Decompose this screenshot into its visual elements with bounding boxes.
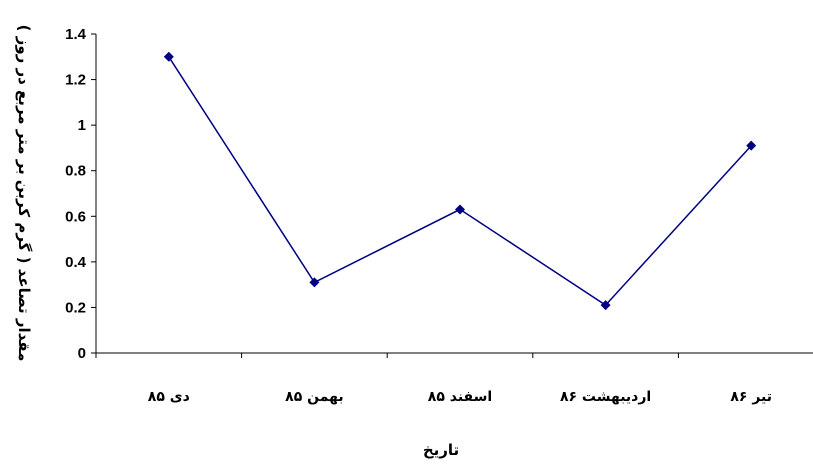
data-point-marker [746,140,757,151]
x-tick-label: دی ۸۵ [148,389,190,405]
data-point-marker [600,300,611,311]
y-tick-label: 0.4 [65,254,87,271]
y-tick-label: 0 [78,345,86,362]
y-tick-label: 1.2 [65,72,86,89]
y-tick-label: 0.6 [65,208,86,225]
data-point-marker [455,204,465,215]
series-line [168,56,752,307]
x-axis: دی ۸۵ بهمن ۸۵ اسفند ۸۵ اردیبهشت ۸۶ تیر ۸۶ [95,352,813,405]
x-tick-label: تیر ۸۶ [730,389,772,405]
x-tick-label: اردیبهشت ۸۶ [560,389,651,405]
y-tick-label: 1 [78,117,86,134]
y-tick-label: 1.4 [65,26,87,43]
y-axis-title: مقدار تصاعد ( گرم کربن بر متر مربع در رو… [15,25,33,362]
x-tick-label: بهمن ۸۵ [285,389,343,405]
series [163,51,757,311]
y-axis: 0 0.2 0.4 0.6 0.8 1 1.2 1.4 [65,26,97,362]
y-tick-label: 0.8 [65,163,86,180]
x-tick-label: اسفند ۸۵ [428,389,492,405]
y-tick-label: 0.2 [65,299,86,316]
data-point-marker [309,277,320,288]
data-point-marker [163,51,174,62]
x-axis-title: تاریخ [423,441,459,459]
